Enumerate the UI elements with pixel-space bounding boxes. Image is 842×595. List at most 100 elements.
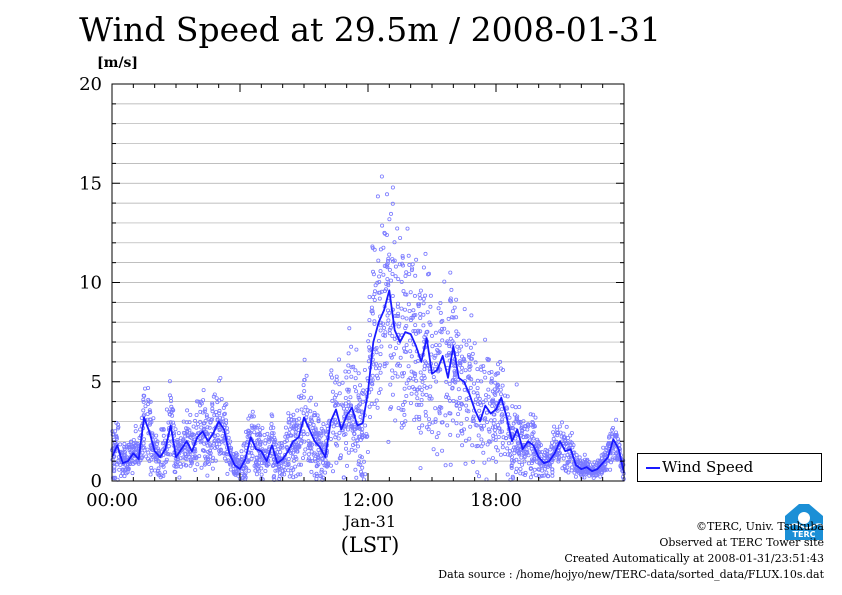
scatter-point bbox=[210, 417, 215, 422]
scatter-point bbox=[202, 441, 207, 446]
scatter-point bbox=[272, 473, 277, 478]
scatter-point bbox=[279, 472, 284, 477]
scatter-point bbox=[239, 454, 244, 459]
scatter-point bbox=[112, 469, 117, 474]
scatter-point bbox=[476, 433, 481, 438]
scatter-point bbox=[561, 431, 566, 436]
scatter-point bbox=[610, 451, 615, 456]
scatter-point bbox=[410, 266, 415, 271]
scatter-point bbox=[286, 456, 291, 461]
scatter-point bbox=[514, 466, 519, 471]
scatter-point bbox=[346, 351, 351, 356]
scatter-point bbox=[263, 468, 268, 473]
scatter-point bbox=[414, 414, 419, 419]
scatter-point bbox=[433, 330, 438, 335]
scatter-point bbox=[357, 397, 362, 402]
scatter-point bbox=[380, 321, 385, 326]
scatter-point bbox=[133, 429, 138, 434]
scatter-point bbox=[305, 432, 310, 437]
scatter-point bbox=[293, 430, 298, 435]
scatter-point bbox=[469, 313, 474, 318]
scatter-point bbox=[613, 447, 618, 452]
scatter-point bbox=[620, 474, 625, 479]
scatter-point bbox=[299, 393, 304, 398]
scatter-point bbox=[386, 318, 391, 323]
scatter-point bbox=[454, 315, 459, 320]
scatter-point bbox=[314, 476, 319, 481]
scatter-point bbox=[607, 434, 612, 439]
y-tick-label: 10 bbox=[79, 273, 102, 294]
scatter-point bbox=[316, 456, 321, 461]
scatter-point bbox=[420, 379, 425, 384]
scatter-point bbox=[479, 403, 484, 408]
scatter-point bbox=[460, 443, 465, 448]
scatter-point bbox=[290, 450, 295, 455]
scatter-point bbox=[204, 430, 209, 435]
scatter-point bbox=[287, 427, 292, 432]
scatter-point bbox=[411, 329, 416, 334]
scatter-point bbox=[382, 364, 387, 369]
scatter-point bbox=[113, 475, 118, 480]
scatter-point bbox=[249, 456, 254, 461]
scatter-point bbox=[407, 262, 412, 267]
scatter-point bbox=[303, 447, 308, 452]
scatter-point bbox=[400, 315, 405, 320]
scatter-point bbox=[347, 326, 352, 331]
scatter-point bbox=[403, 419, 408, 424]
scatter-point bbox=[208, 454, 213, 459]
scatter-point bbox=[432, 355, 437, 360]
scatter-point bbox=[188, 457, 193, 462]
scatter-point bbox=[479, 444, 484, 449]
scatter-point bbox=[344, 463, 349, 468]
scatter-point bbox=[608, 467, 613, 472]
scatter-point bbox=[302, 451, 307, 456]
scatter-point bbox=[404, 343, 409, 348]
scatter-point bbox=[531, 449, 536, 454]
scatter-point bbox=[407, 385, 412, 390]
scatter-point bbox=[467, 364, 472, 369]
scatter-point bbox=[372, 319, 377, 324]
scatter-point bbox=[522, 426, 527, 431]
scatter-point bbox=[407, 272, 412, 277]
scatter-point bbox=[489, 380, 494, 385]
scatter-point bbox=[221, 451, 226, 456]
scatter-point bbox=[351, 436, 356, 441]
scatter-point bbox=[372, 321, 377, 326]
scatter-point bbox=[360, 473, 365, 478]
scatter-point bbox=[114, 434, 119, 439]
scatter-point bbox=[421, 301, 426, 306]
y-tick-label: 20 bbox=[79, 74, 102, 95]
scatter-point bbox=[373, 361, 378, 366]
scatter-point bbox=[265, 449, 270, 454]
scatter-point bbox=[286, 411, 291, 416]
scatter-point bbox=[127, 442, 132, 447]
scatter-point bbox=[444, 340, 449, 345]
scatter-point bbox=[141, 399, 146, 404]
scatter-point bbox=[377, 279, 382, 284]
scatter-point bbox=[293, 464, 298, 469]
scatter-point bbox=[435, 347, 440, 352]
scatter-point bbox=[148, 421, 153, 426]
scatter-point bbox=[138, 427, 143, 432]
scatter-point bbox=[513, 470, 518, 475]
scatter-point bbox=[184, 430, 189, 435]
scatter-point bbox=[141, 393, 146, 398]
scatter-point bbox=[416, 302, 421, 307]
scatter-point bbox=[141, 437, 146, 442]
scatter-point bbox=[384, 192, 389, 197]
scatter-point bbox=[280, 443, 285, 448]
scatter-point bbox=[319, 426, 324, 431]
scatter-point bbox=[614, 432, 619, 437]
scatter-point bbox=[133, 459, 138, 464]
scatter-point bbox=[378, 269, 383, 274]
scatter-point bbox=[250, 409, 255, 414]
scatter-point bbox=[370, 269, 375, 274]
scatter-point bbox=[320, 460, 325, 465]
scatter-point bbox=[467, 436, 472, 441]
scatter-point bbox=[582, 475, 587, 480]
scatter-point bbox=[346, 363, 351, 368]
scatter-point bbox=[242, 473, 247, 478]
scatter-point bbox=[447, 381, 452, 386]
scatter-point bbox=[124, 445, 129, 450]
